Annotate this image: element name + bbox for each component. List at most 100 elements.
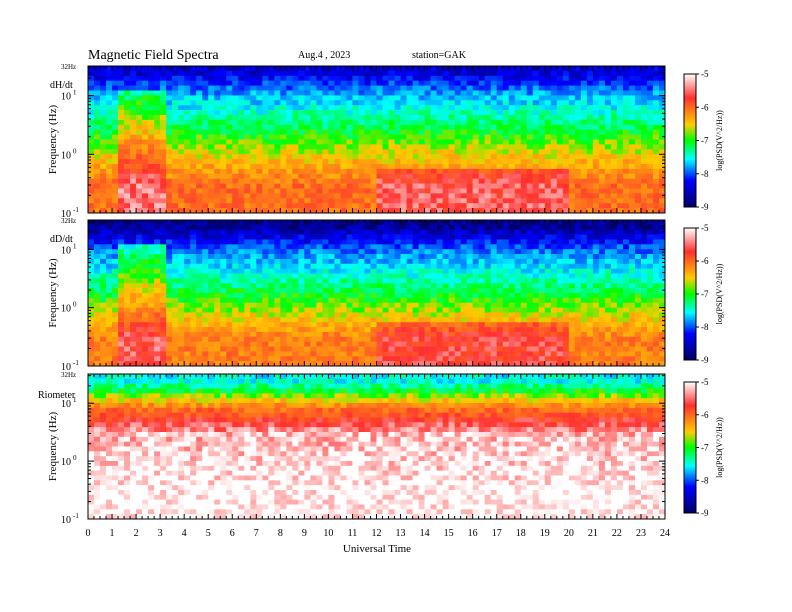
heatmap-cell xyxy=(100,134,107,140)
heatmap-cell xyxy=(202,203,209,209)
heatmap-cell xyxy=(316,134,323,140)
heatmap-cell xyxy=(376,110,383,116)
heatmap-cell xyxy=(556,100,564,106)
heatmap-cell xyxy=(466,173,473,179)
heatmap-cell xyxy=(376,134,383,140)
heatmap-cell xyxy=(322,293,329,299)
heatmap-cell xyxy=(358,100,365,106)
heatmap-cell xyxy=(274,234,281,240)
heatmap-cell xyxy=(544,75,552,81)
heatmap-cell xyxy=(154,312,161,318)
heatmap-cell xyxy=(508,249,516,255)
heatmap-cell xyxy=(364,124,371,130)
heatmap-cell xyxy=(292,278,299,284)
colorbar-tick-label: -9 xyxy=(701,202,709,212)
heatmap-cell xyxy=(190,134,197,140)
heatmap-cell xyxy=(304,193,311,199)
heatmap-cell xyxy=(352,183,359,189)
heatmap-cell xyxy=(394,149,401,155)
heatmap-cell xyxy=(412,193,419,199)
heatmap-cell xyxy=(454,168,461,175)
heatmap-cell xyxy=(478,139,485,145)
heatmap-cell xyxy=(484,115,491,121)
heatmap-cell xyxy=(268,139,275,145)
heatmap-cell xyxy=(304,273,311,279)
heatmap-cell xyxy=(238,173,245,179)
heatmap-cell xyxy=(448,139,455,145)
heatmap-cell xyxy=(448,293,455,299)
heatmap-cell xyxy=(406,95,413,101)
heatmap-cell xyxy=(502,188,510,194)
heatmap-cell xyxy=(652,144,660,150)
heatmap-cell xyxy=(466,263,473,269)
heatmap-cell xyxy=(496,144,504,150)
heatmap-cell xyxy=(100,90,107,96)
heatmap-cell xyxy=(178,312,185,318)
heatmap-cell xyxy=(646,263,654,269)
heatmap-cell xyxy=(394,159,401,165)
heatmap-cell xyxy=(340,105,347,111)
heatmap-cell xyxy=(466,90,473,96)
heatmap-cell xyxy=(508,90,516,96)
heatmap-cell xyxy=(448,297,455,304)
heatmap-cell xyxy=(388,168,395,175)
heatmap-cell xyxy=(268,105,275,111)
heatmap-cell xyxy=(94,159,101,165)
heatmap-cell xyxy=(370,159,377,165)
heatmap-cell xyxy=(652,208,660,214)
heatmap-cell xyxy=(226,75,233,81)
heatmap-cell xyxy=(334,164,341,170)
heatmap-cell xyxy=(352,302,359,308)
heatmap-cell xyxy=(610,283,618,289)
heatmap-cell xyxy=(412,105,419,111)
heatmap-cell xyxy=(232,258,239,265)
heatmap-cell xyxy=(628,307,636,313)
heatmap-cell xyxy=(226,229,233,235)
heatmap-cell xyxy=(160,263,167,269)
heatmap-cell xyxy=(478,198,485,204)
heatmap-cell xyxy=(634,224,642,231)
heatmap-cell xyxy=(268,278,275,284)
heatmap-cell xyxy=(394,188,401,194)
heatmap-cell xyxy=(406,203,413,209)
heatmap-cell xyxy=(424,203,431,209)
heatmap-cell xyxy=(586,75,594,81)
heatmap-cell xyxy=(490,293,498,299)
heatmap-cell xyxy=(646,234,654,240)
heatmap-cell xyxy=(436,168,443,175)
heatmap-cell xyxy=(484,95,491,101)
heatmap-cell xyxy=(316,208,323,214)
heatmap-cell xyxy=(220,293,227,299)
heatmap-cell xyxy=(436,224,443,231)
heatmap-cell xyxy=(112,154,119,160)
heatmap-cell xyxy=(616,254,624,260)
heatmap-cell xyxy=(598,283,606,289)
heatmap-cell xyxy=(634,193,642,199)
heatmap-cell xyxy=(406,254,413,260)
heatmap-cell xyxy=(580,168,588,175)
heatmap-cell xyxy=(598,159,606,165)
heatmap-cell xyxy=(232,283,239,289)
heatmap-cell xyxy=(160,307,167,313)
heatmap-cell xyxy=(622,229,630,235)
heatmap-cell xyxy=(160,134,167,140)
heatmap-cell xyxy=(538,75,546,81)
heatmap-cell xyxy=(274,159,281,165)
heatmap-cell xyxy=(316,154,323,160)
heatmap-cell xyxy=(574,144,582,150)
heatmap-cell xyxy=(340,154,347,160)
heatmap-cell xyxy=(154,183,161,189)
heatmap-cell xyxy=(592,183,600,189)
heatmap-cell xyxy=(172,129,179,135)
heatmap-cell xyxy=(358,80,365,86)
heatmap-cell xyxy=(364,224,371,231)
heatmap-cell xyxy=(382,164,389,170)
heatmap-cell xyxy=(526,95,534,101)
heatmap-cell xyxy=(298,149,305,155)
heatmap-cell xyxy=(328,144,335,150)
heatmap-cell xyxy=(424,66,431,72)
heatmap-cell xyxy=(220,183,227,189)
heatmap-cell xyxy=(598,273,606,279)
heatmap-cell xyxy=(586,273,594,279)
